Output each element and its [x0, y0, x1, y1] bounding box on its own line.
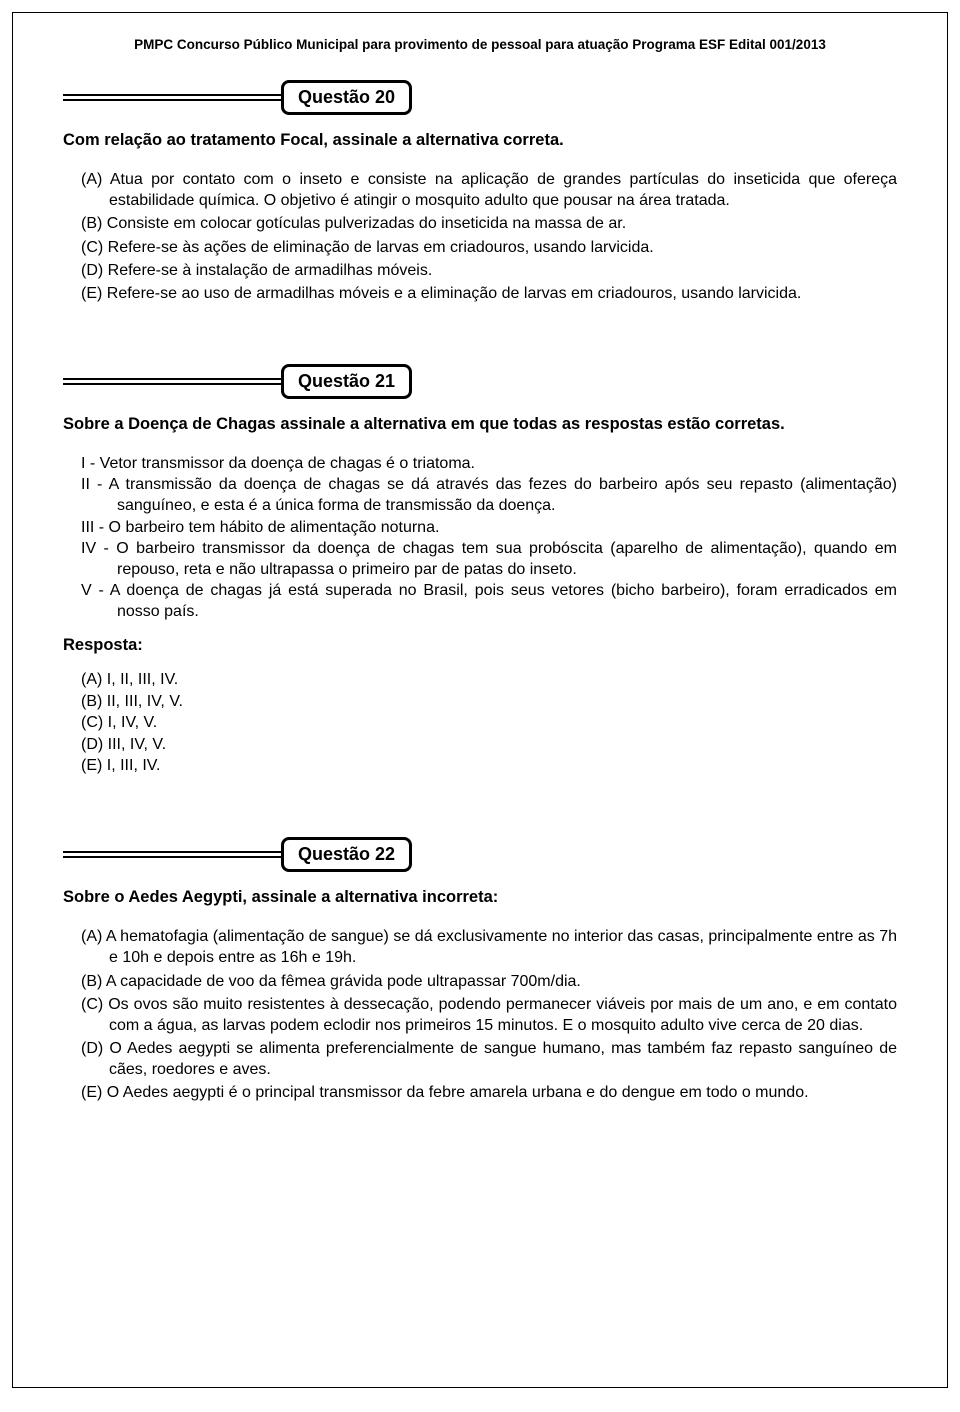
divider-line: [63, 378, 283, 385]
option-b: (B) Consiste em colocar gotículas pulver…: [81, 213, 897, 234]
question-22: Questão 22 Sobre o Aedes Aegypti, assina…: [63, 837, 897, 1103]
option-a: (A) Atua por contato com o inseto e cons…: [81, 169, 897, 211]
page-header: PMPC Concurso Público Municipal para pro…: [63, 37, 897, 52]
question-20-header: Questão 20: [63, 80, 897, 115]
question-20-prompt: Com relação ao tratamento Focal, assinal…: [63, 129, 897, 151]
option-b: (B) II, III, IV, V.: [81, 691, 897, 713]
option-b: (B) A capacidade de voo da fêmea grávida…: [81, 971, 897, 992]
question-21-options: (A) I, II, III, IV. (B) II, III, IV, V. …: [81, 669, 897, 777]
question-21: Questão 21 Sobre a Doença de Chagas assi…: [63, 364, 897, 777]
option-d: (D) O Aedes aegypti se alimenta preferen…: [81, 1038, 897, 1080]
question-22-title-box: Questão 22: [281, 837, 412, 872]
option-d: (D) III, IV, V.: [81, 734, 897, 756]
option-a: (A) A hematofagia (alimentação de sangue…: [81, 926, 897, 968]
statement-iii: III - O barbeiro tem hábito de alimentaç…: [81, 517, 897, 538]
question-22-header: Questão 22: [63, 837, 897, 872]
option-d: (D) Refere-se à instalação de armadilhas…: [81, 260, 897, 281]
resposta-label: Resposta:: [63, 636, 897, 655]
question-21-statements: I - Vetor transmissor da doença de chaga…: [81, 453, 897, 622]
option-e: (E) I, III, IV.: [81, 755, 897, 777]
question-21-title-box: Questão 21: [281, 364, 412, 399]
question-21-prompt: Sobre a Doença de Chagas assinale a alte…: [63, 413, 897, 435]
question-20-options: (A) Atua por contato com o inseto e cons…: [81, 169, 897, 304]
option-c: (C) Refere-se às ações de eliminação de …: [81, 237, 897, 258]
divider-line: [63, 851, 283, 858]
question-21-header: Questão 21: [63, 364, 897, 399]
exam-page: PMPC Concurso Público Municipal para pro…: [12, 12, 948, 1388]
option-a: (A) I, II, III, IV.: [81, 669, 897, 691]
question-20: Questão 20 Com relação ao tratamento Foc…: [63, 80, 897, 304]
statement-ii: II - A transmissão da doença de chagas s…: [81, 474, 897, 516]
question-22-prompt: Sobre o Aedes Aegypti, assinale a altern…: [63, 886, 897, 908]
option-c: (C) Os ovos são muito resistentes à dess…: [81, 994, 897, 1036]
statement-i: I - Vetor transmissor da doença de chaga…: [81, 453, 897, 474]
divider-line: [63, 94, 283, 101]
statement-v: V - A doença de chagas já está superada …: [81, 580, 897, 622]
option-e: (E) Refere-se ao uso de armadilhas móvei…: [81, 283, 897, 304]
statement-iv: IV - O barbeiro transmissor da doença de…: [81, 538, 897, 580]
question-22-options: (A) A hematofagia (alimentação de sangue…: [81, 926, 897, 1103]
option-e: (E) O Aedes aegypti é o principal transm…: [81, 1082, 897, 1103]
option-c: (C) I, IV, V.: [81, 712, 897, 734]
question-20-title-box: Questão 20: [281, 80, 412, 115]
